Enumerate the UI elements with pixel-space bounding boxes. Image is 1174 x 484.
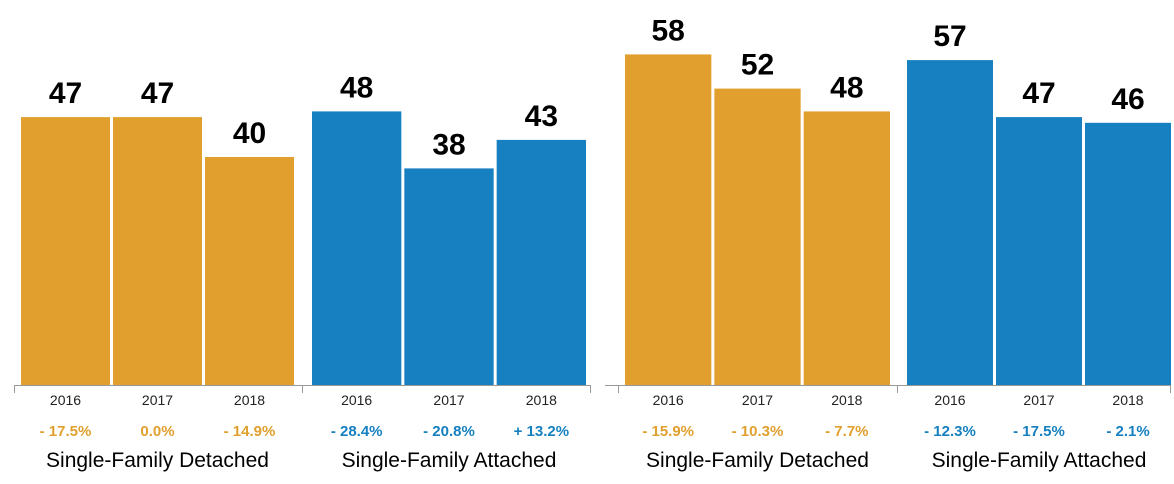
percent-change-label: - 2.1%: [1106, 423, 1149, 440]
bar-attached-2017: [404, 168, 494, 385]
group-label: Single-Family Detached: [46, 449, 269, 472]
percent-change-label: - 17.5%: [1013, 423, 1065, 440]
bar-value-label: 47: [49, 77, 82, 110]
bar-attached-2018: [496, 139, 586, 385]
percent-change-label: + 13.2%: [514, 423, 569, 440]
year-tick-label: 2018: [234, 392, 265, 408]
bar-value-label: 46: [1111, 83, 1144, 116]
bar-value-label: 48: [830, 71, 863, 104]
bar-value-label: 43: [525, 100, 558, 133]
bar-detached-2018: [803, 111, 890, 386]
bar-value-label: 52: [741, 49, 774, 82]
bar-attached-2016: [907, 60, 993, 385]
year-tick-label: 2017: [433, 392, 464, 408]
year-tick-label: 2018: [831, 392, 862, 408]
percent-change-label: - 7.7%: [825, 423, 868, 440]
bar-detached-2017: [113, 117, 202, 385]
bar-detached-2017: [714, 88, 801, 385]
bar-detached-2016: [625, 54, 712, 386]
year-tick-label: 2017: [1023, 392, 1054, 408]
group-label: Single-Family Detached: [646, 449, 869, 472]
year-tick-label: 2018: [526, 392, 557, 408]
percent-change-label: - 20.8%: [423, 423, 475, 440]
bar-value-label: 58: [651, 14, 684, 47]
percent-change-label: - 15.9%: [642, 423, 694, 440]
year-tick-label: 2016: [653, 392, 684, 408]
year-tick-label: 2017: [742, 392, 773, 408]
bar-detached-2016: [21, 117, 110, 385]
bar-attached-2017: [996, 117, 1082, 385]
year-tick-label: 2016: [341, 392, 372, 408]
year-tick-label: 2016: [50, 392, 81, 408]
percent-change-label: - 14.9%: [224, 423, 276, 440]
bar-detached-2018: [205, 157, 294, 385]
bar-attached-2018: [1085, 122, 1171, 386]
bar-value-label: 57: [933, 20, 966, 53]
percent-change-label: - 28.4%: [331, 423, 383, 440]
percent-change-label: - 10.3%: [732, 423, 784, 440]
bar-value-label: 48: [340, 71, 373, 104]
bar-value-label: 47: [141, 77, 174, 110]
bar-value-label: 40: [233, 117, 266, 150]
bar-value-label: 38: [432, 128, 465, 161]
year-tick-label: 2016: [934, 392, 965, 408]
year-tick-label: 2017: [142, 392, 173, 408]
bar-attached-2016: [312, 111, 402, 386]
percent-change-label: 0.0%: [140, 423, 174, 440]
percent-change-label: - 17.5%: [40, 423, 92, 440]
group-label: Single-Family Attached: [932, 449, 1147, 472]
group-label: Single-Family Attached: [342, 449, 557, 472]
bar-value-label: 47: [1022, 77, 1055, 110]
year-tick-label: 2018: [1112, 392, 1143, 408]
percent-change-label: - 12.3%: [924, 423, 976, 440]
